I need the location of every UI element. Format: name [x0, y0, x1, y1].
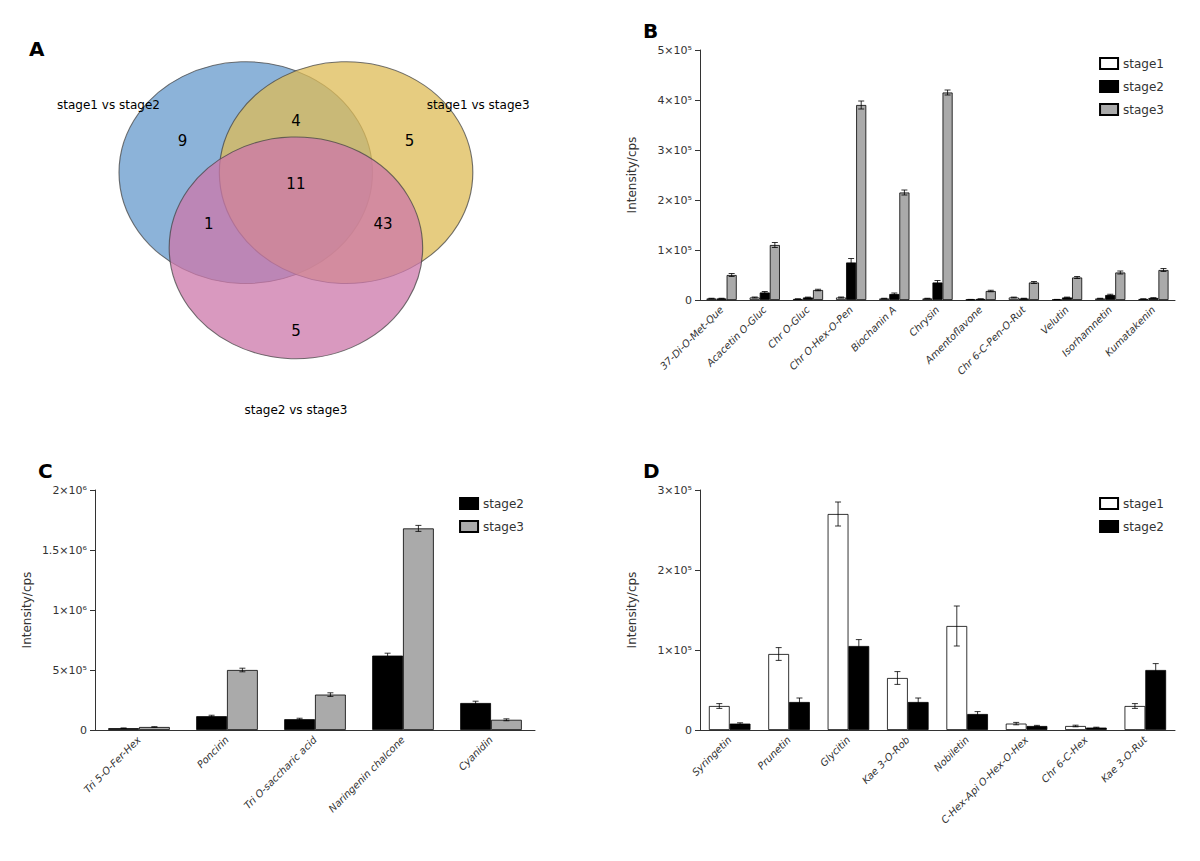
- svg-text:Chr 6-C-Pen-O-Rut: Chr 6-C-Pen-O-Rut: [955, 303, 1028, 376]
- svg-text:Chr 6-C-Hex: Chr 6-C-Hex: [1039, 734, 1090, 785]
- svg-text:D: D: [643, 459, 660, 483]
- svg-text:Biochanin A: Biochanin A: [849, 304, 899, 354]
- svg-text:Chr O-Gluc: Chr O-Gluc: [766, 304, 813, 351]
- svg-text:0: 0: [685, 294, 692, 307]
- svg-text:Chr O-Hex-O-Pen: Chr O-Hex-O-Pen: [787, 304, 855, 372]
- svg-text:1.5×10⁶: 1.5×10⁶: [42, 544, 88, 557]
- svg-text:0: 0: [80, 724, 87, 737]
- svg-text:4×10⁵: 4×10⁵: [657, 94, 692, 107]
- svg-text:Chrysin: Chrysin: [907, 304, 941, 338]
- svg-text:stage2: stage2: [483, 497, 524, 511]
- svg-text:Isorhamnetin: Isorhamnetin: [1059, 304, 1115, 359]
- svg-text:Tri O-saccharic acid: Tri O-saccharic acid: [242, 734, 319, 811]
- svg-text:B: B: [643, 19, 658, 43]
- svg-text:43: 43: [373, 215, 392, 233]
- svg-text:A: A: [29, 37, 45, 61]
- svg-text:Amentoflavone: Amentoflavone: [923, 304, 985, 366]
- svg-text:2×10⁵: 2×10⁵: [657, 194, 692, 207]
- svg-text:Kae 3-O-Rut: Kae 3-O-Rut: [1099, 733, 1150, 784]
- svg-text:Naringenin chalcone: Naringenin chalcone: [327, 734, 407, 814]
- svg-text:Poncirin: Poncirin: [195, 734, 231, 770]
- svg-text:5: 5: [291, 322, 301, 340]
- svg-text:stage1 vs stage3: stage1 vs stage3: [427, 98, 530, 112]
- svg-text:1×10⁶: 1×10⁶: [52, 604, 87, 617]
- svg-text:2×10⁵: 2×10⁵: [657, 564, 692, 577]
- svg-text:Nobiletin: Nobiletin: [932, 734, 971, 773]
- svg-text:stage2 vs stage3: stage2 vs stage3: [244, 403, 347, 417]
- svg-text:Kae 3-O-Rob: Kae 3-O-Rob: [860, 734, 912, 786]
- svg-text:C-Hex-Api O-Hex-O-Hex: C-Hex-Api O-Hex-O-Hex: [939, 734, 1031, 826]
- svg-text:Syringetin: Syringetin: [690, 734, 734, 778]
- svg-text:5×10⁵: 5×10⁵: [657, 44, 692, 57]
- svg-text:9: 9: [178, 132, 188, 150]
- svg-text:37-Di-O-Met-Que: 37-Di-O-Met-Que: [658, 304, 726, 372]
- svg-text:0: 0: [685, 724, 692, 737]
- svg-text:Velutin: Velutin: [1039, 304, 1071, 336]
- svg-text:stage3: stage3: [1123, 103, 1164, 117]
- svg-text:stage1: stage1: [1123, 57, 1164, 71]
- svg-text:3×10⁵: 3×10⁵: [657, 144, 692, 157]
- svg-text:Intensity/cps: Intensity/cps: [625, 137, 639, 214]
- svg-text:Prunetin: Prunetin: [756, 734, 793, 771]
- svg-text:5×10⁵: 5×10⁵: [52, 664, 87, 677]
- svg-text:Kumatakenin: Kumatakenin: [1103, 304, 1157, 358]
- svg-text:3×10⁵: 3×10⁵: [657, 484, 692, 497]
- svg-text:1: 1: [204, 215, 214, 233]
- svg-text:stage2: stage2: [1123, 80, 1164, 94]
- svg-text:stage2: stage2: [1123, 520, 1164, 534]
- svg-text:C: C: [38, 459, 53, 483]
- svg-text:5: 5: [405, 132, 415, 150]
- svg-text:1×10⁵: 1×10⁵: [657, 244, 692, 257]
- svg-text:Intensity/cps: Intensity/cps: [625, 572, 639, 649]
- svg-text:stage1: stage1: [1123, 497, 1164, 511]
- svg-text:stage1 vs stage2: stage1 vs stage2: [57, 98, 160, 112]
- svg-text:4: 4: [291, 112, 301, 130]
- svg-text:Tri 5-O-Fer-Hex: Tri 5-O-Fer-Hex: [82, 734, 143, 795]
- svg-text:Glycitin: Glycitin: [818, 734, 852, 768]
- svg-text:Intensity/cps: Intensity/cps: [20, 572, 34, 649]
- svg-text:Cyanidin: Cyanidin: [456, 734, 495, 773]
- svg-text:1×10⁵: 1×10⁵: [657, 644, 692, 657]
- svg-text:2×10⁶: 2×10⁶: [52, 484, 87, 497]
- svg-text:Acacetin O-Gluc: Acacetin O-Gluc: [704, 304, 769, 369]
- svg-text:stage3: stage3: [483, 520, 524, 534]
- svg-text:11: 11: [286, 175, 305, 193]
